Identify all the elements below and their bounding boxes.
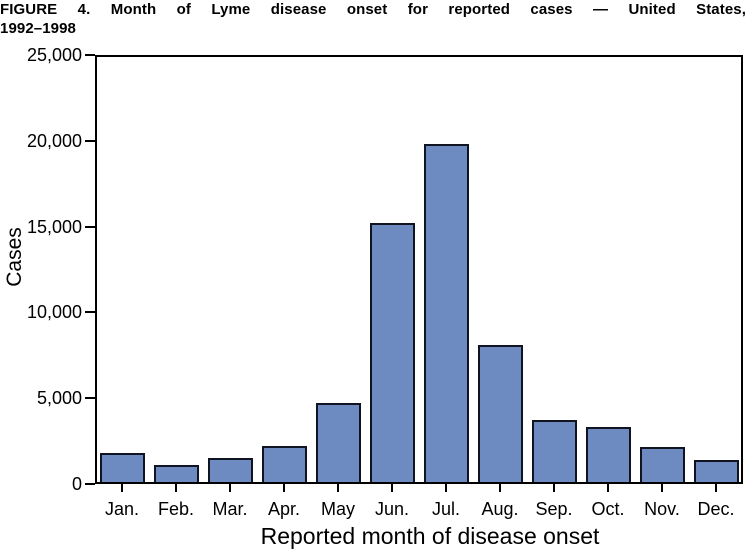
bar-nov <box>639 447 685 482</box>
x-tick-mar <box>229 484 231 492</box>
figure-title-line1: FIGURE 4. Month of Lyme disease onset fo… <box>0 1 746 18</box>
x-tick-dec <box>715 484 717 492</box>
x-tick-oct <box>607 484 609 492</box>
x-tick-label-jul: Jul. <box>431 499 460 519</box>
y-tick-label-0: 0 <box>71 474 82 494</box>
y-tick-label-25000: 25,000 <box>26 45 82 65</box>
bar-may <box>315 403 361 482</box>
y-tick-20000 <box>85 139 95 142</box>
y-tick-label-20000: 20,000 <box>26 130 82 151</box>
y-tick-15000 <box>85 225 95 228</box>
x-tick-label-aug: Aug. <box>481 499 519 519</box>
figure-title: FIGURE 4. Month of Lyme disease onset fo… <box>0 0 746 38</box>
bar-oct <box>585 427 631 482</box>
x-tick-aug <box>499 484 501 492</box>
figure-title-line2: 1992–1998 <box>0 20 76 37</box>
bar-jul <box>423 144 469 482</box>
x-tick-label-may: May <box>320 499 355 519</box>
x-tick-label-oct: Oct. <box>591 499 625 519</box>
x-tick-nov <box>661 484 663 492</box>
y-tick-0 <box>85 483 95 485</box>
bar-apr <box>261 446 307 482</box>
y-tick-label-10000: 10,000 <box>26 302 82 323</box>
bar-sep <box>531 420 577 482</box>
x-tick-label-jan: Jan. <box>104 499 140 519</box>
y-tick-5000 <box>85 397 95 400</box>
x-tick-jan <box>121 484 123 492</box>
x-tick-jul <box>445 484 447 492</box>
bar-dec <box>693 460 739 482</box>
y-tick-label-15000: 15,000 <box>26 216 82 237</box>
x-tick-sep <box>553 484 555 492</box>
x-tick-jun <box>391 484 393 492</box>
x-tick-may <box>337 484 339 492</box>
bar-jun <box>369 223 415 482</box>
x-tick-label-jun: Jun. <box>374 499 410 519</box>
x-tick-label-sep: Sep. <box>535 499 573 519</box>
bar-mar <box>207 458 253 482</box>
x-tick-label-mar: Mar. <box>212 499 248 519</box>
x-tick-label-feb: Feb. <box>157 499 195 519</box>
y-tick-10000 <box>85 311 95 314</box>
x-tick-label-apr: Apr. <box>267 499 301 519</box>
x-axis-title: Reported month of disease onset <box>260 523 600 549</box>
y-tick-25000 <box>85 54 95 56</box>
x-tick-label-nov: Nov. <box>644 499 680 519</box>
x-tick-feb <box>175 484 177 492</box>
x-tick-label-dec: Dec. <box>697 499 735 519</box>
bar-feb <box>153 465 199 482</box>
plot-area <box>95 55 743 484</box>
bar-aug <box>477 345 523 482</box>
bar-jan <box>99 453 145 482</box>
y-tick-label-5000: 5,000 <box>36 388 82 409</box>
x-tick-apr <box>283 484 285 492</box>
